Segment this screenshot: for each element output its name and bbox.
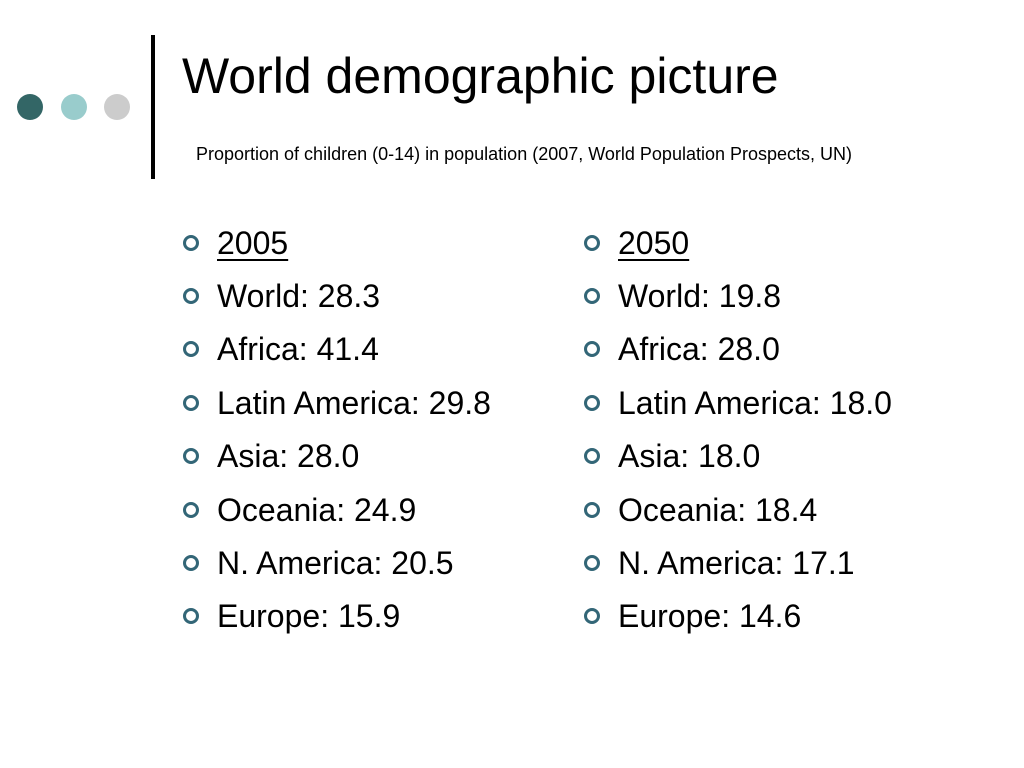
list-item: Asia: 28.0 [183, 430, 491, 483]
list-item-text: Latin America: 18.0 [618, 384, 892, 421]
bullet-icon [584, 448, 600, 465]
bullet-icon [183, 608, 199, 625]
list-item: Africa: 28.0 [584, 323, 892, 376]
list-item: N. America: 20.5 [183, 536, 491, 589]
bullet-icon [183, 341, 199, 358]
bullet-icon [183, 555, 199, 572]
list-item-text: Asia: 28.0 [217, 438, 360, 475]
list-item: Latin America: 18.0 [584, 376, 892, 429]
column-heading-label: 2050 [618, 224, 690, 261]
slide-title: World demographic picture [182, 48, 779, 104]
bullet-icon [183, 234, 199, 251]
bullet-icon [584, 555, 600, 572]
decorative-dot-dark [17, 94, 43, 120]
slide-subtitle: Proportion of children (0-14) in populat… [196, 144, 853, 164]
list-item: Europe: 14.6 [584, 590, 892, 643]
bullet-icon [183, 448, 199, 465]
list-item-text: Europe: 14.6 [618, 598, 802, 635]
list-item: Europe: 15.9 [183, 590, 491, 643]
bullet-icon [584, 288, 600, 305]
column-heading: 2050 [584, 216, 892, 269]
column-2050: 2050 World: 19.8 Africa: 28.0 Latin Amer… [584, 216, 892, 643]
list-item-text: Latin America: 29.8 [217, 384, 491, 421]
bullet-icon [183, 394, 199, 411]
list-item-text: N. America: 17.1 [618, 545, 855, 582]
list-item: Oceania: 18.4 [584, 483, 892, 536]
bullet-icon [584, 608, 600, 625]
list-item: Latin America: 29.8 [183, 376, 491, 429]
bullet-icon [584, 501, 600, 518]
list-item: World: 19.8 [584, 269, 892, 322]
list-item: Oceania: 24.9 [183, 483, 491, 536]
bullet-icon [584, 394, 600, 411]
bullet-icon [183, 288, 199, 305]
bullet-icon [183, 501, 199, 518]
list-item-text: N. America: 20.5 [217, 545, 454, 582]
title-divider [151, 35, 155, 179]
list-item-text: Africa: 28.0 [618, 331, 780, 368]
list-item-text: Oceania: 18.4 [618, 491, 818, 528]
column-heading: 2005 [183, 216, 491, 269]
list-item-text: Asia: 18.0 [618, 438, 761, 475]
bullet-icon [584, 341, 600, 358]
column-2005: 2005 World: 28.3 Africa: 41.4 Latin Amer… [183, 216, 491, 643]
list-item: Africa: 41.4 [183, 323, 491, 376]
list-item-text: World: 28.3 [217, 278, 381, 315]
list-item: N. America: 17.1 [584, 536, 892, 589]
decorative-dot-gray [104, 94, 130, 120]
list-item: World: 28.3 [183, 269, 491, 322]
column-heading-label: 2005 [217, 224, 289, 261]
bullet-icon [584, 234, 600, 251]
list-item-text: Africa: 41.4 [217, 331, 379, 368]
decorative-dot-light [61, 94, 87, 120]
list-item-text: Europe: 15.9 [217, 598, 401, 635]
list-item: Asia: 18.0 [584, 430, 892, 483]
list-item-text: Oceania: 24.9 [217, 491, 417, 528]
list-item-text: World: 19.8 [618, 278, 782, 315]
